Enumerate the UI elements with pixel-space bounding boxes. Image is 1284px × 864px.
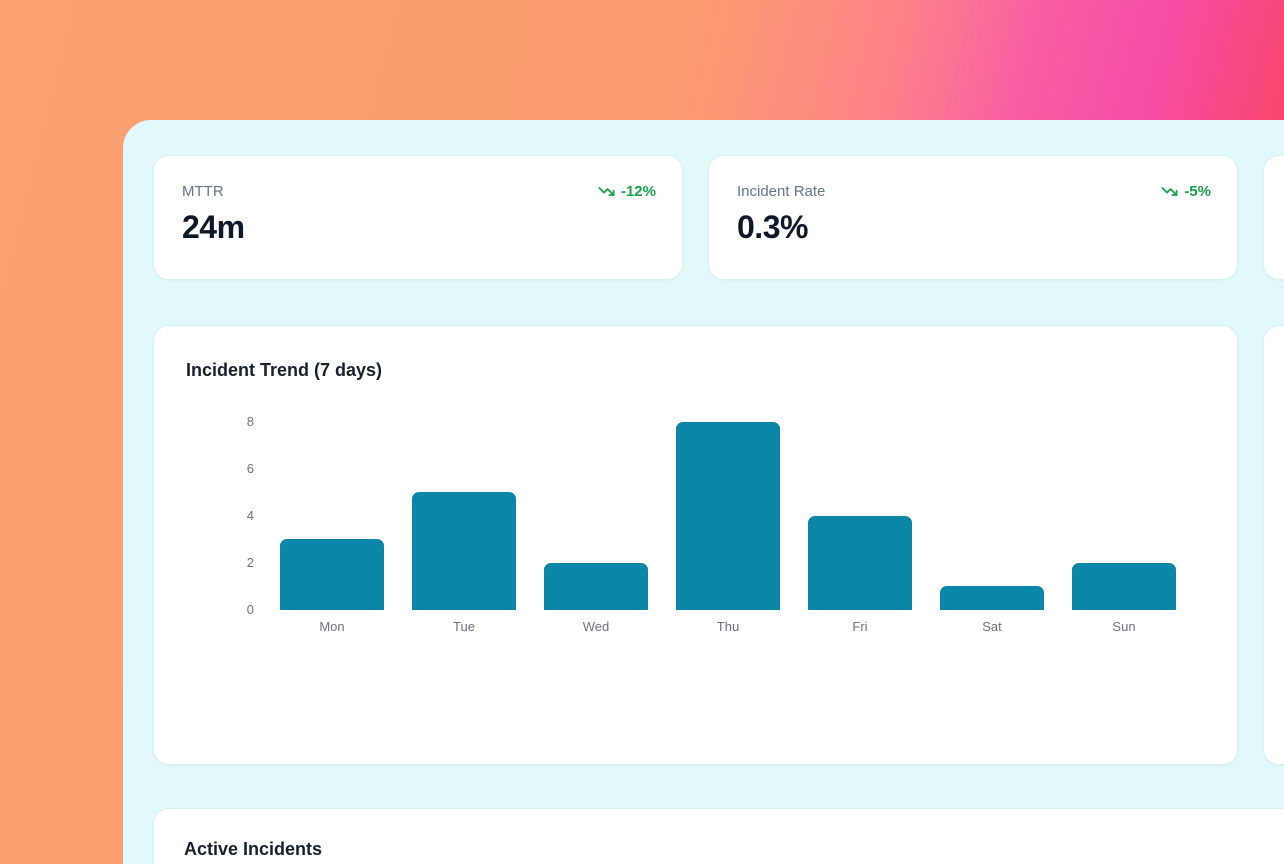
x-axis-label-sat: Sat xyxy=(982,619,1002,634)
stat-card-partial xyxy=(1263,155,1284,280)
stat-card-mttr: MTTR -12% 24m xyxy=(153,155,683,280)
y-axis-tick-6: 6 xyxy=(246,461,254,476)
stat-label: Incident Rate xyxy=(737,183,826,200)
stat-trend-value: -12% xyxy=(620,183,656,200)
x-axis-label-fri: Fri xyxy=(852,619,868,634)
incident-trend-card: Incident Trend (7 days) 0 2 4 6 8 Mon Tue Wed T… xyxy=(153,325,1238,765)
active-incidents-card: Active Incidents xyxy=(153,808,1284,864)
chart-y-axis: 0 2 4 6 8 xyxy=(186,414,266,617)
chart-bar-column-fri xyxy=(794,516,926,610)
active-incidents-title: Active Incidents xyxy=(184,839,323,859)
chart-title: Incident Trend (7 days) xyxy=(186,360,383,380)
y-axis-tick-4: 4 xyxy=(246,508,254,523)
stat-card-incident-rate: Incident Rate -5% 0.3% xyxy=(708,155,1238,280)
stats-row: MTTR -12% 24m Incident Rate -5% 0.3% xyxy=(153,155,1284,280)
bar-sun xyxy=(1072,563,1176,610)
x-axis-label-tue: Tue xyxy=(453,619,475,634)
bar-wed xyxy=(544,563,648,610)
y-axis-tick-0: 0 xyxy=(246,602,254,617)
side-card-partial xyxy=(1263,325,1284,765)
chart-bar-column-wed xyxy=(530,563,662,610)
stat-label: MTTR xyxy=(182,183,224,200)
stat-value: 0.3% xyxy=(737,209,808,245)
stat-trend-badge: -12% xyxy=(598,183,656,200)
y-axis-tick-2: 2 xyxy=(246,555,254,570)
trending-down-icon xyxy=(598,187,615,196)
trending-down-icon xyxy=(1161,187,1178,196)
dashboard-panel: MTTR -12% 24m Incident Rate -5% 0.3% xyxy=(123,120,1284,864)
stat-card-header: MTTR -12% xyxy=(182,183,656,200)
x-axis-label-mon: Mon xyxy=(319,619,345,634)
stat-trend-value: -5% xyxy=(1184,183,1211,200)
bar-sat xyxy=(940,586,1044,610)
chart-plot-area xyxy=(266,414,1190,610)
chart-bar-column-tue xyxy=(398,492,530,610)
y-axis-tick-8: 8 xyxy=(246,414,254,429)
x-axis-label-thu: Thu xyxy=(716,619,740,634)
bar-chart: 0 2 4 6 8 xyxy=(186,414,1237,617)
stat-trend-badge: -5% xyxy=(1161,183,1211,200)
x-axis-label-wed: Wed xyxy=(582,619,610,634)
chart-bar-column-sun xyxy=(1058,563,1190,610)
bar-fri xyxy=(808,516,912,610)
chart-x-axis: Mon Tue Wed Thu Fri Sat Sun xyxy=(266,619,1237,634)
bar-tue xyxy=(412,492,516,610)
chart-bar-column-thu xyxy=(662,422,794,610)
stat-card-header: Incident Rate -5% xyxy=(737,183,1211,200)
chart-bar-column-mon xyxy=(266,539,398,610)
stat-value: 24m xyxy=(182,209,245,245)
charts-row: Incident Trend (7 days) 0 2 4 6 8 Mon Tue Wed T… xyxy=(153,325,1284,765)
bar-mon xyxy=(280,539,384,610)
bar-thu xyxy=(676,422,780,610)
x-axis-label-sun: Sun xyxy=(1112,619,1136,634)
chart-bar-column-sat xyxy=(926,586,1058,610)
